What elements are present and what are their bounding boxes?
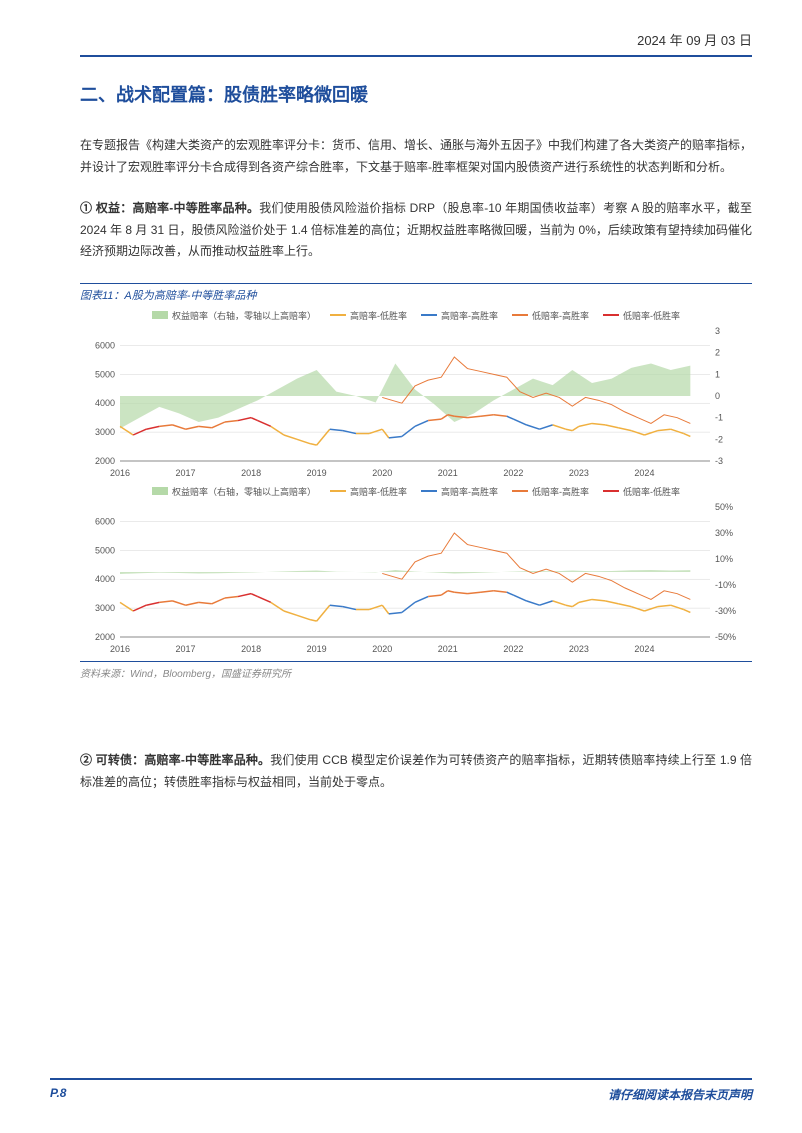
page-footer: P.8 请仔细阅读本报告末页声明: [50, 1078, 752, 1103]
paragraph-2: ① 权益：高赔率-中等胜率品种。我们使用股债风险溢价指标 DRP（股息率-10 …: [80, 198, 752, 263]
legend-l2: 高赔率-高胜率: [421, 309, 498, 322]
svg-text:2021: 2021: [438, 468, 458, 478]
svg-text:5000: 5000: [95, 369, 115, 379]
svg-text:30%: 30%: [715, 528, 733, 538]
paragraph-3-lead: ② 可转债：高赔率-中等胜率品种。: [80, 753, 270, 767]
chart11-title: 图表11：A股为高赔率-中等胜率品种: [80, 283, 752, 303]
svg-text:2000: 2000: [95, 632, 115, 642]
svg-text:2016: 2016: [110, 644, 130, 654]
chart11-legend-2: 权益赔率（右轴，零轴以上高赔率） 高赔率-低胜率 高赔率-高胜率 低赔率-高胜率…: [80, 485, 752, 498]
legend-l4-2: 低赔率-低胜率: [603, 485, 680, 498]
svg-text:10%: 10%: [715, 554, 733, 564]
legend-l1-2: 高赔率-低胜率: [330, 485, 407, 498]
svg-text:2020: 2020: [372, 468, 392, 478]
svg-text:2023: 2023: [569, 468, 589, 478]
legend-area: 权益赔率（右轴，零轴以上高赔率）: [152, 309, 316, 322]
footer-disclaimer: 请仔细阅读本报告末页声明: [608, 1086, 752, 1103]
chart11-legend-1: 权益赔率（右轴，零轴以上高赔率） 高赔率-低胜率 高赔率-高胜率 低赔率-高胜率…: [80, 309, 752, 322]
chart11-panel2: 2000 3000 4000 5000 6000 -50% -30% -10% 10% 30% 50…: [80, 502, 752, 657]
svg-text:2022: 2022: [503, 644, 523, 654]
svg-text:3000: 3000: [95, 603, 115, 613]
paragraph-3: ② 可转债：高赔率-中等胜率品种。我们使用 CCB 模型定价误差作为可转债资产的…: [80, 750, 752, 793]
svg-text:2023: 2023: [569, 644, 589, 654]
svg-text:2000: 2000: [95, 456, 115, 466]
svg-text:2017: 2017: [176, 644, 196, 654]
svg-text:2024: 2024: [634, 644, 654, 654]
svg-text:2021: 2021: [438, 644, 458, 654]
svg-text:2022: 2022: [503, 468, 523, 478]
svg-text:-2: -2: [715, 434, 723, 444]
svg-text:2018: 2018: [241, 468, 261, 478]
section-title: 二、战术配置篇：股债胜率略微回暖: [80, 81, 752, 107]
svg-text:4000: 4000: [95, 398, 115, 408]
legend-l4: 低赔率-低胜率: [603, 309, 680, 322]
header-date: 2024 年 09 月 03 日: [637, 33, 752, 48]
svg-text:6000: 6000: [95, 340, 115, 350]
svg-text:3: 3: [715, 326, 720, 336]
svg-text:4000: 4000: [95, 574, 115, 584]
svg-text:-3: -3: [715, 456, 723, 466]
chart11-source: 资料来源：Wind，Bloomberg，国盛证券研究所: [80, 661, 752, 680]
legend-l3-2: 低赔率-高胜率: [512, 485, 589, 498]
svg-text:3000: 3000: [95, 427, 115, 437]
svg-text:2024: 2024: [634, 468, 654, 478]
paragraph-1: 在专题报告《构建大类资产的宏观胜率评分卡：货币、信用、增长、通胀与海外五因子》中…: [80, 135, 752, 178]
svg-text:5000: 5000: [95, 545, 115, 555]
legend-area-2: 权益赔率（右轴，零轴以上高赔率）: [152, 485, 316, 498]
paragraph-2-lead: ① 权益：高赔率-中等胜率品种。: [80, 201, 259, 215]
legend-l1: 高赔率-低胜率: [330, 309, 407, 322]
page-header: 2024 年 09 月 03 日: [80, 30, 752, 57]
svg-text:-1: -1: [715, 413, 723, 423]
svg-text:1: 1: [715, 369, 720, 379]
svg-text:2019: 2019: [307, 468, 327, 478]
svg-text:2016: 2016: [110, 468, 130, 478]
svg-text:2017: 2017: [176, 468, 196, 478]
legend-l2-2: 高赔率-高胜率: [421, 485, 498, 498]
page-number: P.8: [50, 1086, 66, 1103]
svg-text:2019: 2019: [307, 644, 327, 654]
svg-text:0: 0: [715, 391, 720, 401]
svg-text:2020: 2020: [372, 644, 392, 654]
svg-text:-50%: -50%: [715, 632, 736, 642]
svg-text:2018: 2018: [241, 644, 261, 654]
svg-text:-10%: -10%: [715, 580, 736, 590]
legend-l3: 低赔率-高胜率: [512, 309, 589, 322]
chart11-panel1: 2000 3000 4000 5000 6000 -3 -2 -1 0 1 2 3 2016 2017 20…: [80, 326, 752, 481]
svg-text:6000: 6000: [95, 516, 115, 526]
svg-text:50%: 50%: [715, 502, 733, 512]
svg-text:2: 2: [715, 348, 720, 358]
svg-text:-30%: -30%: [715, 606, 736, 616]
